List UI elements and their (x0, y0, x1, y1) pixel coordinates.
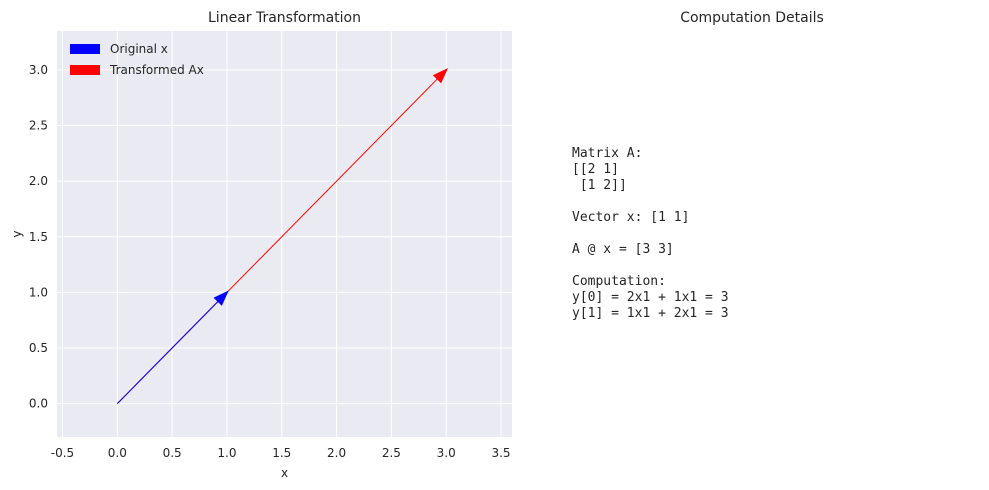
computation-line: Matrix A: (572, 146, 642, 161)
x-tick-label: 1.5 (272, 446, 291, 460)
x-axis-label: x (281, 466, 288, 480)
y-tick-label: 2.5 (29, 119, 48, 133)
x-tick-label: 2.5 (382, 446, 401, 460)
x-tick-label: -0.5 (51, 446, 74, 460)
computation-text: Matrix A:[[2 1] [1 2]] Vector x: [1 1] A @… (572, 146, 729, 321)
vectors (116, 67, 449, 404)
computation-line: Vector x: [1 1] (572, 210, 689, 225)
vector-arrowhead (213, 290, 229, 306)
y-tick-label: 2.0 (29, 174, 48, 188)
y-axis-label: y (10, 230, 24, 237)
x-tick-label: 3.0 (437, 446, 456, 460)
grid (57, 31, 512, 437)
y-tick-label: 0.5 (29, 341, 48, 355)
computation-line: y[0] = 2x1 + 1x1 = 3 (572, 290, 729, 305)
computation-line: [[2 1] (572, 162, 619, 177)
y-tick-label: 3.0 (29, 63, 48, 77)
legend-swatch (70, 44, 100, 54)
plot-title: Linear Transformation (208, 10, 361, 26)
legend-label: Original x (110, 42, 168, 56)
legend-swatch (70, 65, 100, 75)
legend: Original x Transformed Ax (70, 42, 204, 77)
y-tick-label: 1.5 (29, 230, 48, 244)
x-tick-label: 2.0 (327, 446, 346, 460)
tick-labels: -0.5 0.0 0.5 1.0 1.5 2.0 2.5 3.0 3.5 0.0 0.5 1.0 1.5… (29, 63, 511, 460)
computation-line: y[1] = 1x1 + 2x1 = 3 (572, 306, 729, 321)
vector-original (116, 290, 229, 404)
x-tick-label: 1.0 (217, 446, 236, 460)
legend-label: Transformed Ax (109, 63, 204, 77)
y-tick-label: 1.0 (29, 285, 48, 299)
computation-title: Computation Details (680, 10, 824, 26)
x-tick-label: 3.5 (491, 446, 510, 460)
computation-line: A @ x = [3 3] (572, 242, 674, 257)
vector-shaft (116, 301, 219, 404)
computation-line: Computation: (572, 274, 666, 289)
y-tick-label: 0.0 (29, 397, 48, 411)
computation-line: [1 2]] (572, 178, 627, 193)
x-tick-label: 0.5 (163, 446, 182, 460)
computation-panel: Computation Details Matrix A:[[2 1] [1 2… (572, 10, 824, 321)
vector-plot: -0.5 0.0 0.5 1.0 1.5 2.0 2.5 3.0 3.5 0.0 0.5 1.0 1.5… (10, 10, 512, 480)
vector-arrowhead (432, 67, 449, 84)
x-tick-label: 0.0 (108, 446, 127, 460)
